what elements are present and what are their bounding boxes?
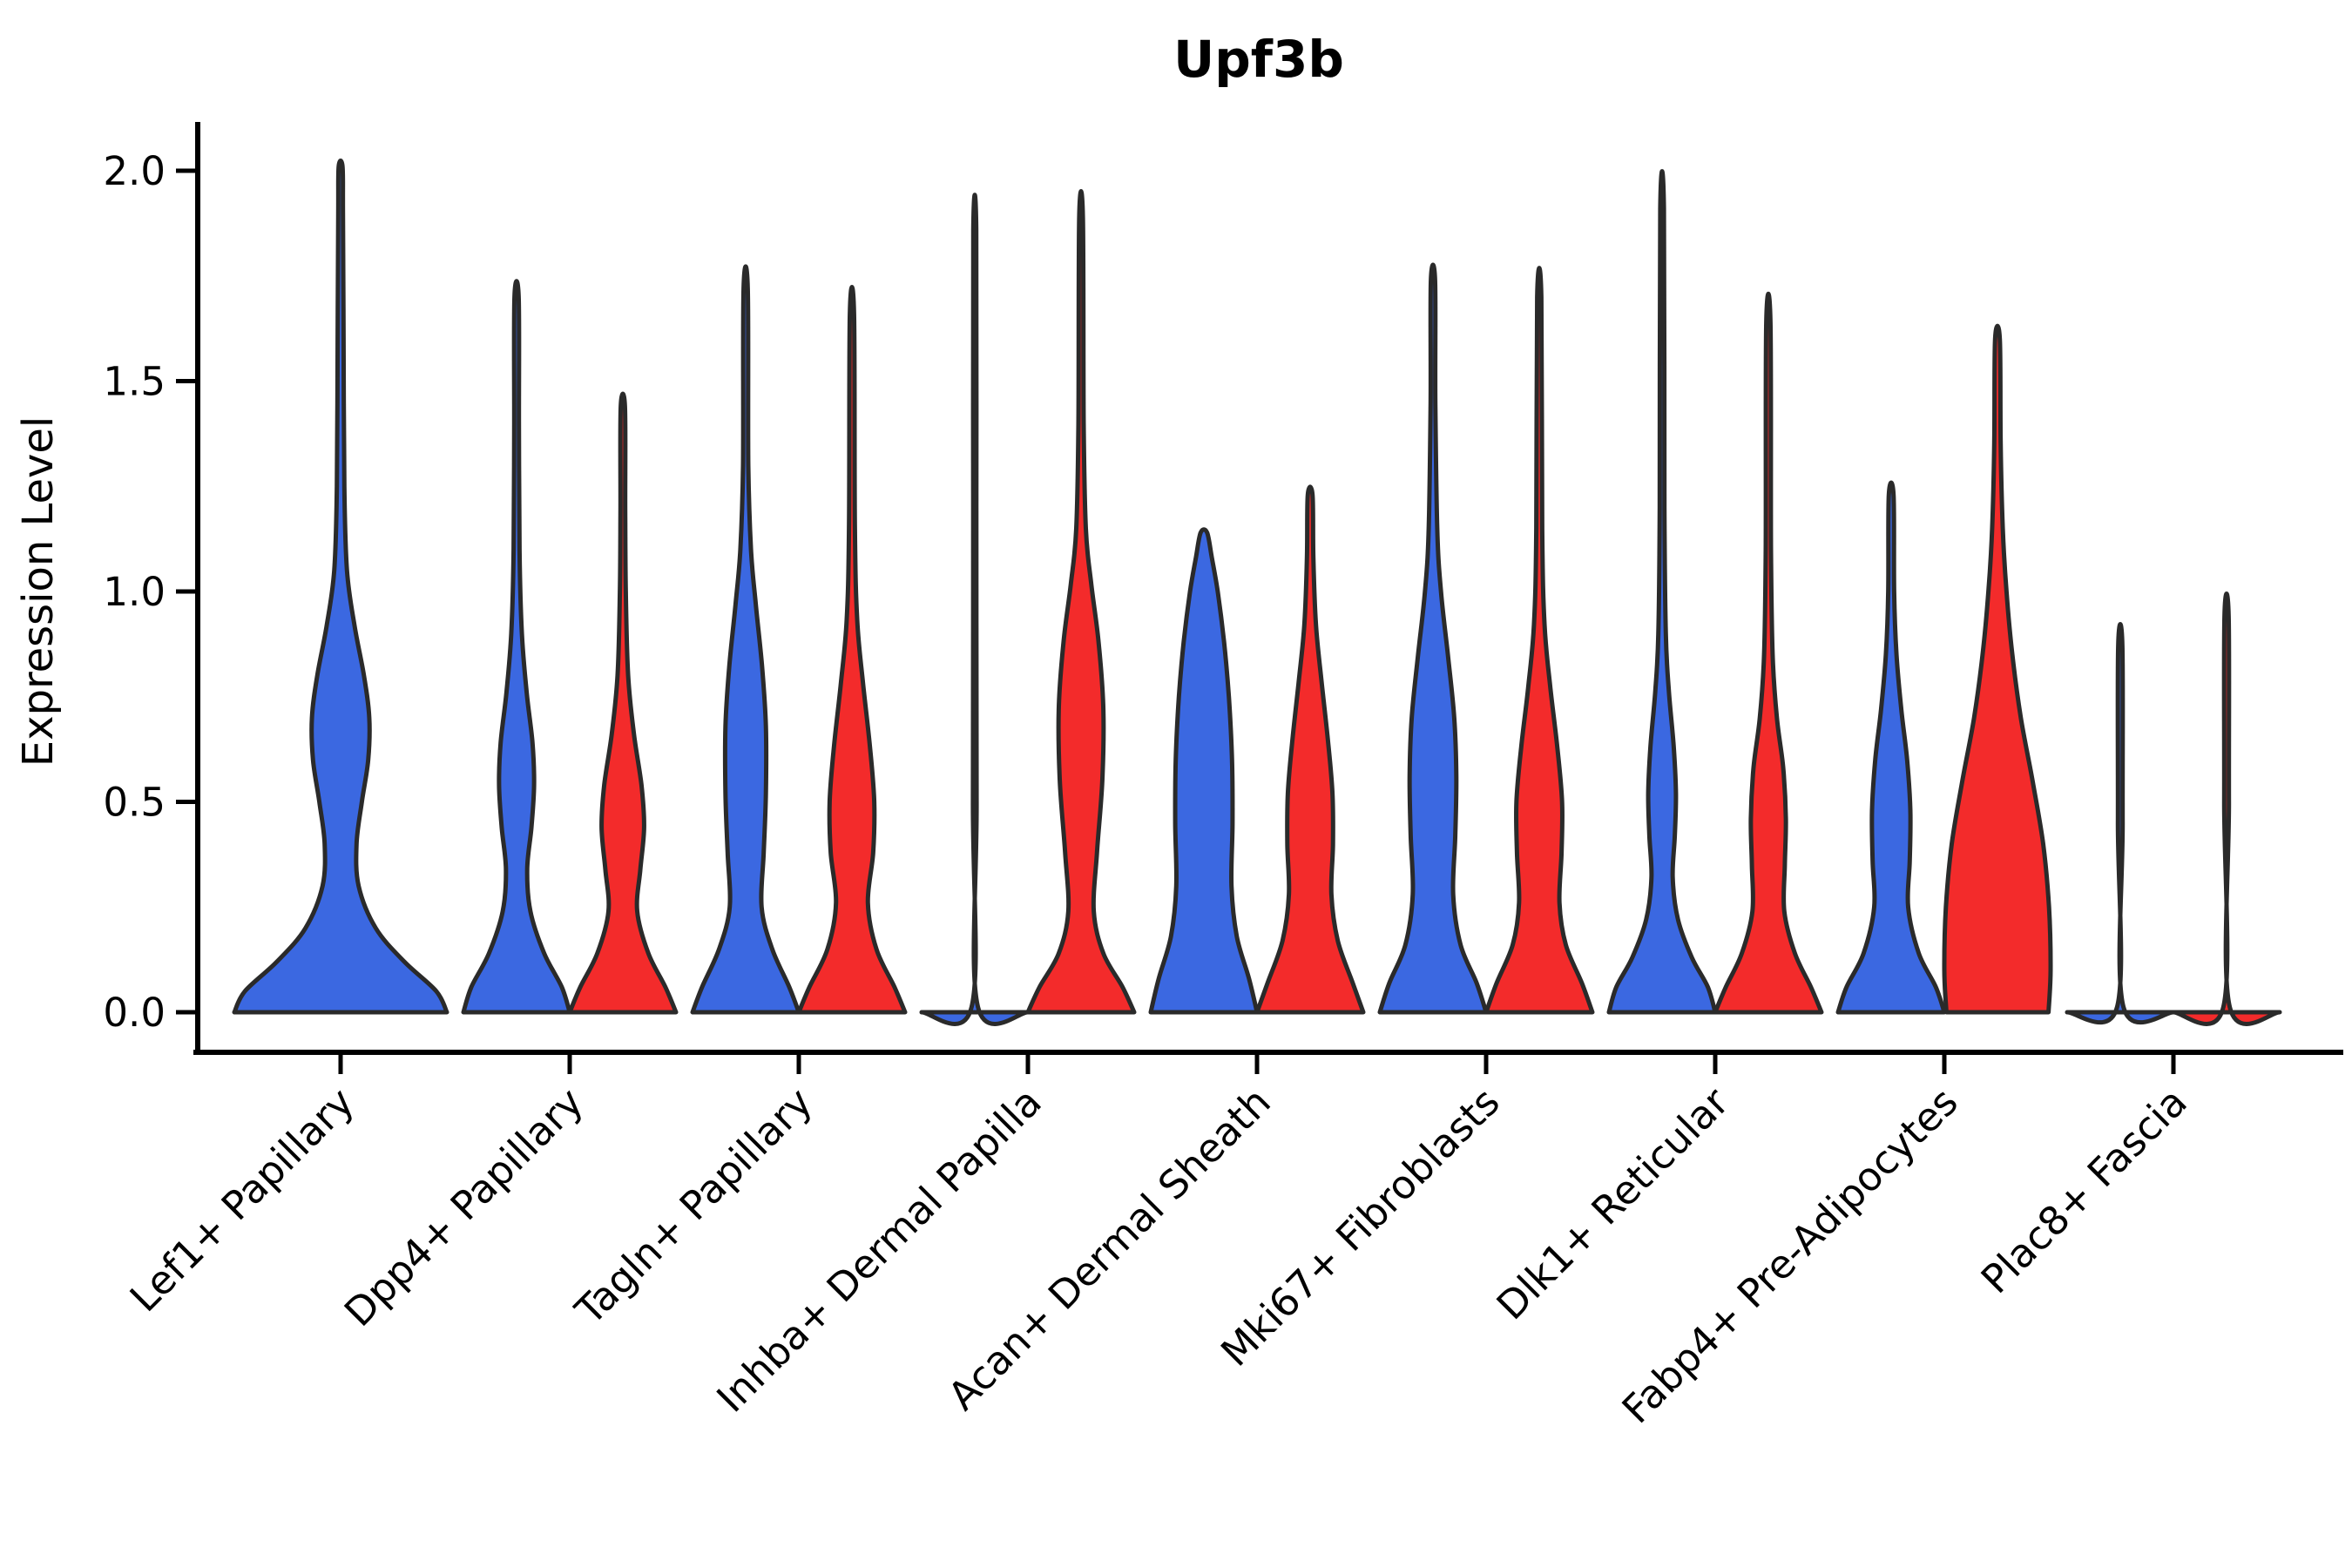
violin-dpp4-blue [461,279,572,1015]
y-tick-label: 0.5 [103,780,166,826]
y-tick-label: 2.0 [103,148,166,194]
y-axis-label: Expression Level [14,416,63,767]
y-tick-label: 1.0 [103,569,166,615]
violin-tagln-red [796,284,908,1015]
violin-layer [232,159,2282,1026]
violin-plac8-red [2171,591,2282,1026]
y-tick-label: 0.0 [103,990,166,1036]
violin-plac8-blue [2065,622,2176,1025]
violin-inhba-blue [919,193,1031,1026]
violin-mki67-blue [1377,262,1489,1015]
violin-mki67-red [1484,266,1595,1015]
violin-dlk1-red [1713,291,1824,1015]
chart-title: Upf3b [1173,30,1344,89]
violin-inhba-red [1025,189,1137,1015]
violin-acan-red [1254,484,1366,1015]
violin-fabp4-red [1942,323,2053,1015]
violin-tagln-blue [690,264,801,1015]
violin-dpp4-red [567,391,679,1015]
violin-lef1-blue [232,159,449,1015]
y-tick-label: 1.5 [103,359,166,405]
violin-fabp4-blue [1835,480,1947,1015]
axes-layer [176,122,2343,1074]
violin-acan-blue [1148,527,1260,1015]
violin-dlk1-blue [1606,169,1718,1015]
